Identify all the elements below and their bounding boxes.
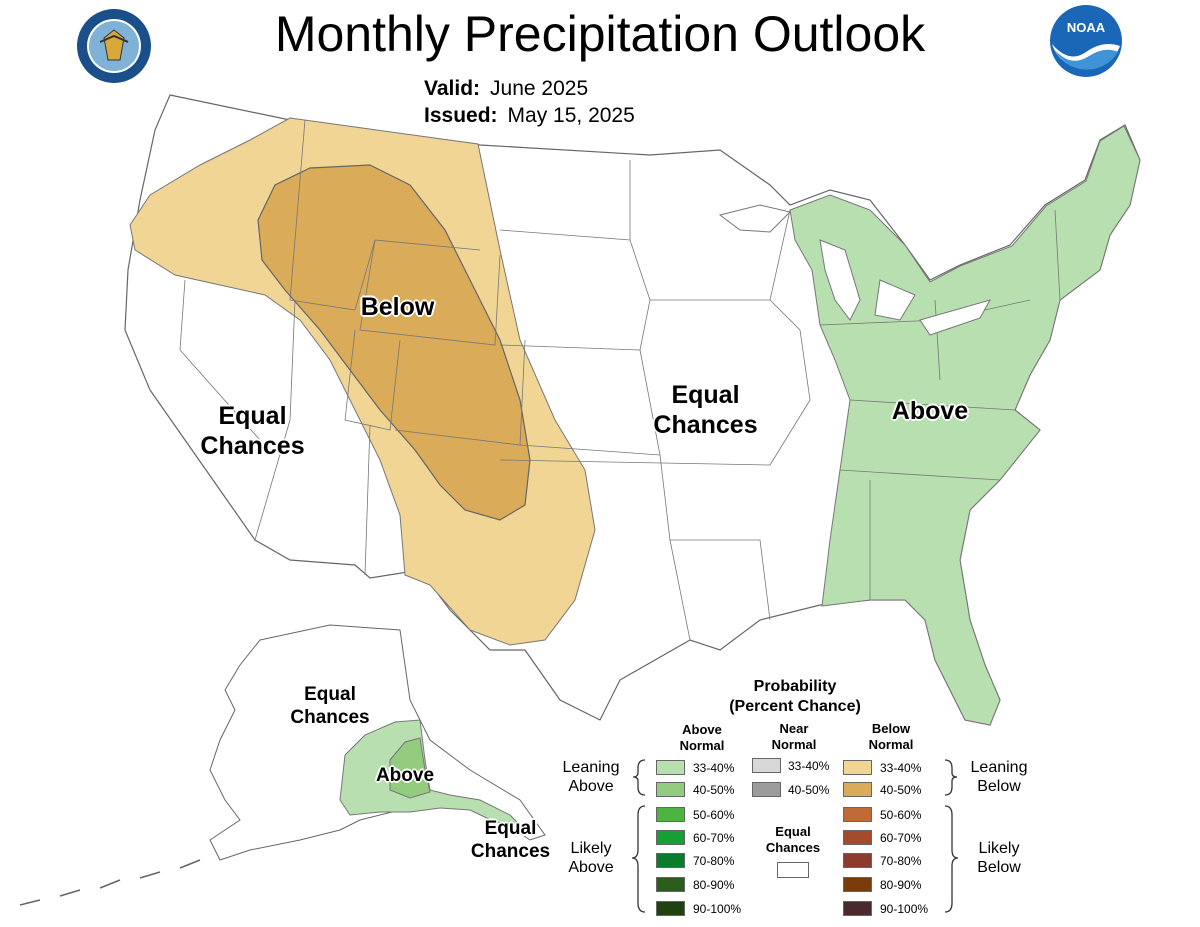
alaska-equal-north-line1: Equal	[304, 684, 356, 705]
legend-likely-below-line2: Below	[977, 859, 1021, 876]
alaska-equal-chances-north-label: Equal Chances	[280, 683, 380, 729]
legend-below-swatch	[843, 901, 872, 916]
valid-value: June 2025	[490, 77, 589, 100]
legend-col-below-line2: Normal	[868, 737, 914, 752]
state-lines	[179, 119, 1061, 641]
legend-below-swatch	[843, 877, 872, 892]
legend-above-swatch	[656, 901, 685, 916]
legend-likely-below-line1: Likely	[978, 840, 1020, 857]
legend-title-line2: (Percent Chance)	[729, 698, 861, 715]
legend-leaning-below-line2: Below	[977, 778, 1021, 795]
great-lakes	[718, 204, 992, 336]
legend-equal-line1: Equal	[775, 824, 811, 839]
legend-above-swatch	[656, 807, 685, 822]
conus-equal-west-line2: Chances	[200, 432, 305, 460]
legend-col-near-line1: Near	[779, 721, 809, 736]
legend-likely-above-line1: Likely	[570, 840, 612, 857]
legend-below-range: 33-40%	[880, 761, 922, 775]
legend-title: Probability (Percent Chance)	[700, 677, 890, 717]
valid-period: Valid: June 2025	[424, 77, 588, 101]
legend-col-near: Near Normal	[754, 721, 834, 753]
legend-above-swatch	[656, 782, 685, 797]
legend-near-range: 33-40%	[788, 759, 830, 773]
valid-label: Valid:	[424, 77, 481, 100]
legend-below-range: 50-60%	[880, 808, 922, 822]
noaa-logo-icon: NOAA	[1050, 5, 1122, 77]
department-of-commerce-seal-icon	[77, 9, 151, 83]
alaska-above-33-40	[339, 719, 522, 826]
legend-below-range: 40-50%	[880, 783, 922, 797]
legend-below-swatch	[843, 760, 872, 775]
legend-above-swatch	[656, 760, 685, 775]
legend-col-near-line2: Normal	[771, 737, 817, 752]
legend-col-above-line1: Above	[682, 722, 722, 737]
legend-col-below: Below Normal	[851, 721, 931, 753]
legend-leaning-above: Leaning Above	[552, 758, 630, 796]
legend-equal-chances: Equal Chances	[755, 824, 831, 856]
alaska-equal-south-line1: Equal	[484, 818, 537, 839]
legend-below-range: 80-90%	[880, 878, 922, 892]
legend-above-range: 60-70%	[693, 831, 735, 845]
legend-above-range: 80-90%	[693, 878, 735, 892]
alaska-equal-chances-south-label: Equal Chances	[458, 817, 563, 863]
legend-above-swatch	[656, 830, 685, 845]
legend-below-range: 60-70%	[880, 831, 922, 845]
legend-col-above: Above Normal	[662, 722, 742, 754]
alaska-above-40-50	[389, 737, 431, 799]
legend-likely-above: Likely Above	[552, 839, 630, 877]
legend-above-range: 90-100%	[693, 902, 742, 916]
legend-above-range: 50-60%	[693, 808, 735, 822]
legend-equal-swatch	[777, 862, 809, 878]
issued-date: Issued: May 15, 2025	[424, 104, 635, 128]
legend-below-range: 70-80%	[880, 854, 922, 868]
legend-equal-line2: Chances	[765, 840, 821, 855]
legend-title-line1: Probability	[753, 678, 837, 695]
page-title: Monthly Precipitation Outlook	[274, 6, 926, 62]
conus-below-label: Below	[360, 293, 435, 321]
legend-above-range: 70-80%	[693, 854, 735, 868]
issued-value: May 15, 2025	[507, 104, 635, 127]
legend-above-swatch	[656, 877, 685, 892]
legend-near-range: 40-50%	[788, 783, 830, 797]
alaska-equal-south-line2: Chances	[470, 841, 551, 862]
legend-col-below-line1: Below	[871, 721, 911, 736]
legend-below-swatch	[843, 782, 872, 797]
legend-leaning-above-line1: Leaning	[562, 759, 620, 776]
legend-above-range: 40-50%	[693, 783, 735, 797]
legend-below-swatch	[843, 830, 872, 845]
issued-label: Issued:	[424, 104, 498, 127]
legend-col-above-line2: Normal	[679, 738, 725, 753]
legend-below-range: 90-100%	[880, 902, 929, 916]
legend-near-swatch	[752, 782, 781, 797]
legend-likely-below: Likely Below	[960, 839, 1038, 877]
conus-equal-central-line2: Chances	[653, 411, 758, 439]
conus-equal-chances-west-label: Equal Chances	[190, 401, 315, 461]
legend-below-swatch	[843, 853, 872, 868]
legend-below-swatch	[843, 807, 872, 822]
noaa-logo-text: NOAA	[1067, 20, 1106, 35]
legend-likely-above-line2: Above	[568, 859, 614, 876]
alaska-above-label: Above	[375, 765, 435, 786]
legend-leaning-below: Leaning Below	[960, 758, 1038, 796]
legend-leaning-below-line1: Leaning	[970, 759, 1028, 776]
conus-equal-central-line1: Equal	[671, 381, 740, 409]
conus-above-label: Above	[891, 397, 969, 425]
legend-near-swatch	[752, 758, 781, 773]
aleutian-islands	[19, 859, 201, 906]
legend-above-range: 33-40%	[693, 761, 735, 775]
conus-equal-west-line1: Equal	[218, 402, 287, 430]
legend-leaning-above-line2: Above	[568, 778, 614, 795]
conus-equal-chances-central-label: Equal Chances	[643, 380, 768, 440]
below-normal-40-50-west	[257, 164, 531, 521]
alaska-equal-north-line2: Chances	[290, 707, 370, 728]
legend-above-swatch	[656, 853, 685, 868]
